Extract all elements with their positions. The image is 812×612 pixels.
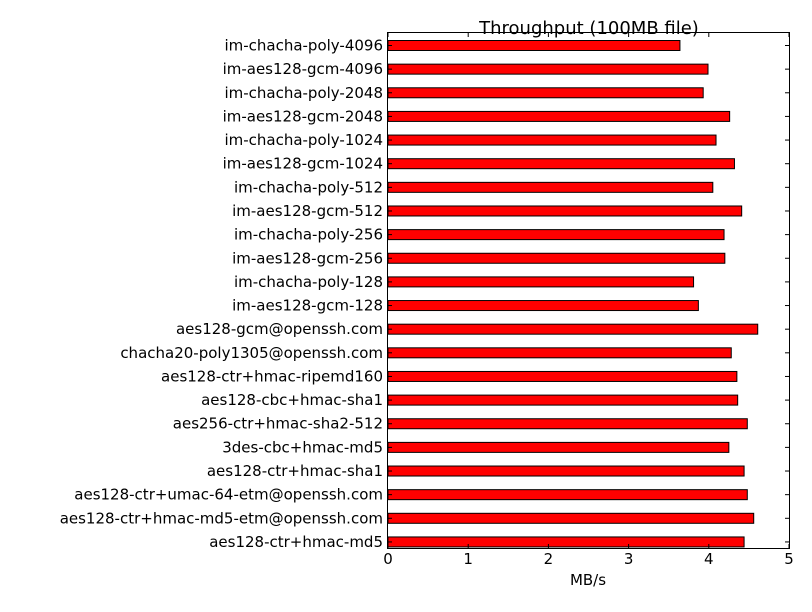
- bar: [387, 110, 731, 122]
- x-tick-label: 3: [624, 550, 634, 568]
- plot-frame: [387, 32, 790, 549]
- bar: [387, 300, 699, 312]
- y-tick-label: im-aes128-gcm-256: [232, 249, 383, 267]
- y-tick-label: im-aes128-gcm-128: [232, 297, 383, 315]
- y-tick-label: aes128-ctr+umac-64-etm@openssh.com: [74, 486, 383, 504]
- y-tick-label: im-aes128-gcm-2048: [223, 107, 383, 125]
- y-tick-label: aes128-cbc+hmac-sha1: [201, 391, 383, 409]
- x-axis-ticks: 0 1 2 3 4 5: [383, 33, 794, 568]
- y-tick-label: im-aes128-gcm-1024: [223, 155, 383, 173]
- bar: [387, 512, 755, 524]
- y-tick-label: im-chacha-poly-128: [234, 273, 383, 291]
- chart-title: Throughput (100MB file): [478, 18, 699, 39]
- bars-group: [387, 40, 759, 548]
- y-tick-label: im-chacha-poly-2048: [224, 84, 383, 102]
- bar: [387, 252, 726, 264]
- y-tick-label: aes256-ctr+hmac-sha2-512: [173, 415, 383, 433]
- bar: [387, 536, 745, 548]
- bar: [387, 63, 709, 75]
- y-tick-label: aes128-ctr+hmac-md5: [209, 533, 383, 551]
- bar: [387, 40, 681, 51]
- bar: [387, 181, 714, 193]
- bar: [387, 229, 725, 241]
- bar: [387, 394, 739, 406]
- y-tick-label: im-chacha-poly-512: [234, 178, 383, 196]
- bar: [387, 134, 717, 146]
- x-tick-label: 2: [544, 550, 554, 568]
- bar: [387, 158, 735, 170]
- bar: [387, 441, 730, 453]
- y-tick-label: aes128-ctr+hmac-md5-etm@openssh.com: [60, 509, 383, 527]
- y-tick-label: im-chacha-poly-1024: [224, 131, 383, 149]
- bar: [387, 276, 695, 288]
- bar: [387, 370, 738, 382]
- x-tick-label: 0: [383, 550, 393, 568]
- x-tick-label: 5: [784, 550, 794, 568]
- bar: [387, 489, 748, 501]
- y-tick-label: im-aes128-gcm-512: [232, 202, 383, 220]
- x-tick-label: 1: [463, 550, 473, 568]
- y-tick-label: chacha20-poly1305@openssh.com: [120, 344, 383, 362]
- y-tick-label: im-chacha-poly-4096: [224, 37, 383, 55]
- y-tick-label: aes128-gcm@openssh.com: [176, 320, 383, 338]
- y-tick-label: aes128-ctr+hmac-ripemd160: [161, 367, 383, 385]
- y-tick-labels: im-chacha-poly-4096 im-aes128-gcm-4096 im-…: [60, 37, 789, 551]
- bar: [387, 465, 745, 477]
- bar: [387, 418, 748, 430]
- bar: [387, 205, 743, 217]
- x-axis-title: MB/s: [570, 571, 606, 589]
- y-tick-label: im-chacha-poly-256: [234, 226, 383, 244]
- y-tick-label: aes128-ctr+hmac-sha1: [207, 462, 383, 480]
- x-tick-label: 4: [704, 550, 714, 568]
- y-tick-label: 3des-cbc+hmac-md5: [222, 438, 383, 456]
- bar: [387, 87, 704, 99]
- bar: [387, 347, 732, 359]
- y-tick-label: im-aes128-gcm-4096: [223, 60, 383, 78]
- bar: [387, 323, 759, 335]
